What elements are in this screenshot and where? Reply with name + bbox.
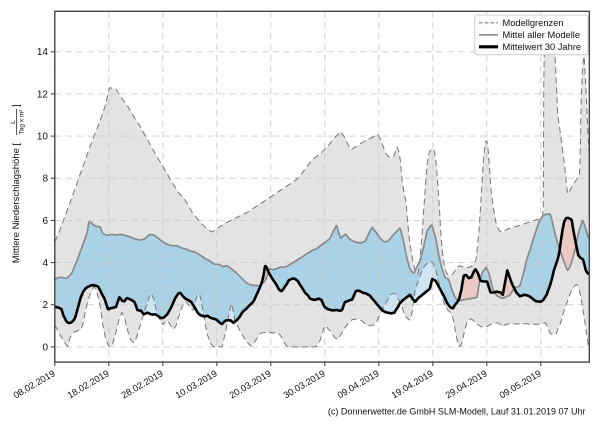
svg-text:6: 6: [42, 216, 48, 227]
svg-text:L: L: [10, 120, 17, 124]
svg-text:2: 2: [42, 300, 48, 311]
svg-text:14: 14: [37, 47, 49, 58]
svg-text:4: 4: [42, 258, 48, 269]
svg-text:]: ]: [11, 104, 22, 107]
svg-text:10: 10: [37, 132, 49, 143]
svg-text:8: 8: [42, 174, 48, 185]
svg-text:Mittel aller Modelle: Mittel aller Modelle: [503, 30, 581, 40]
svg-text:Mittelwert 30 Jahre: Mittelwert 30 Jahre: [503, 42, 582, 52]
svg-text:Tag x m²: Tag x m²: [19, 109, 26, 135]
svg-text:Mittlere Niederschlagshöhe [: Mittlere Niederschlagshöhe [: [11, 142, 22, 263]
svg-text:0: 0: [42, 342, 48, 353]
svg-text:Modellgrenzen: Modellgrenzen: [503, 18, 564, 28]
svg-text:12: 12: [37, 89, 49, 100]
svg-text:(c) Donnerwetter.de GmbH SLM-M: (c) Donnerwetter.de GmbH SLM-Modell, Lau…: [328, 407, 586, 417]
